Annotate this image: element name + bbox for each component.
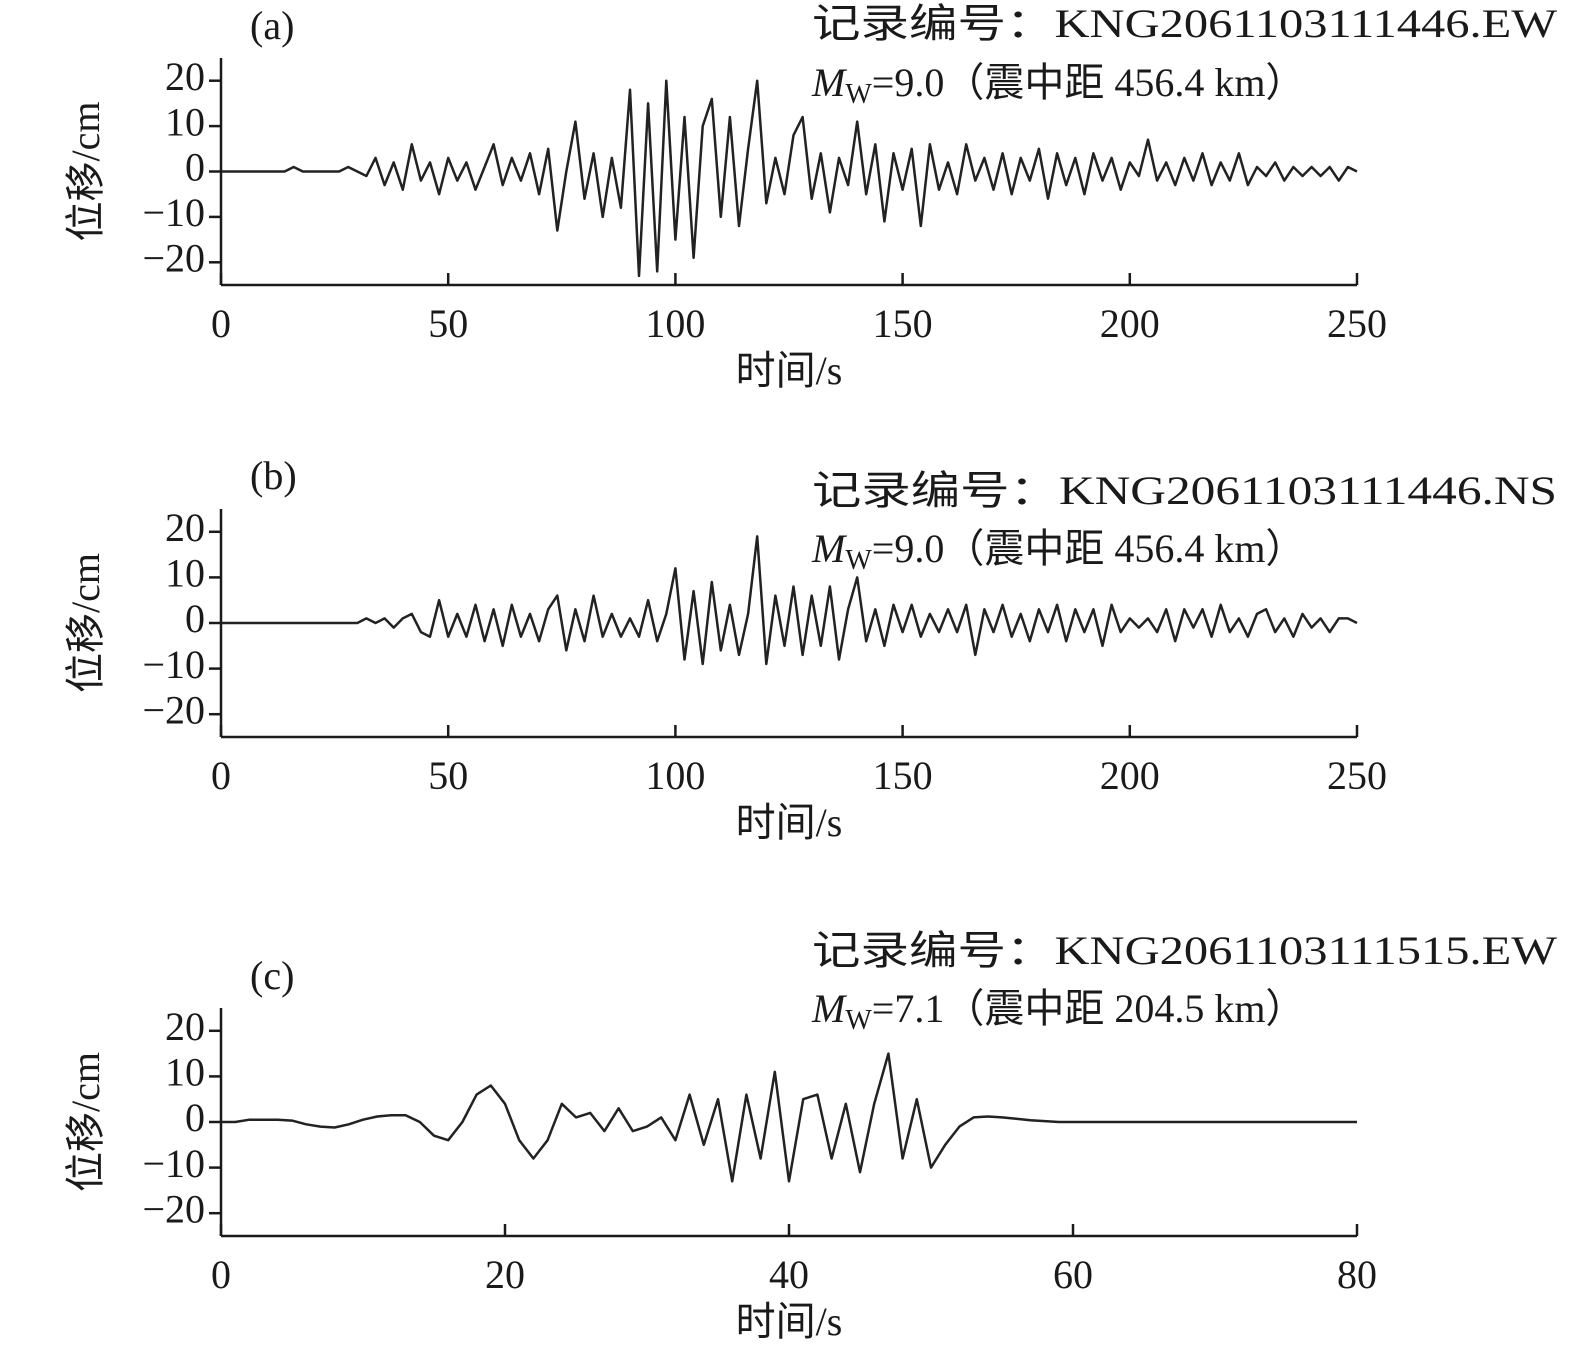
y-tick-label: 20	[165, 54, 205, 99]
y-tick-label: −10	[142, 642, 205, 687]
panel-label: (b)	[250, 453, 297, 498]
magnitude-symbol: M	[811, 60, 848, 105]
record-id: 记录编号：KNG2061103111515.EW	[812, 928, 1557, 973]
magnitude-note: MW=9.0（震中距 456.4 km）	[811, 60, 1305, 110]
magnitude-subscript: W	[845, 1005, 872, 1036]
y-axis-label: 位移/cm	[63, 553, 108, 693]
y-tick-label: −10	[142, 1141, 205, 1186]
x-tick-label: 100	[645, 301, 705, 346]
x-tick-label: 50	[428, 301, 468, 346]
x-tick-label: 150	[873, 301, 933, 346]
x-tick-label: 0	[211, 301, 231, 346]
y-tick-label: 0	[185, 1095, 205, 1140]
magnitude-symbol: M	[811, 986, 848, 1031]
y-tick-label: −20	[142, 687, 205, 732]
magnitude-text: =9.0（震中距 456.4 km）	[872, 526, 1306, 571]
magnitude-text: =7.1（震中距 204.5 km）	[872, 986, 1306, 1031]
waveform	[221, 1052, 1357, 1183]
y-tick-label: −20	[142, 235, 205, 280]
x-tick-label: 200	[1100, 753, 1160, 798]
x-tick-label: 60	[1053, 1252, 1093, 1297]
x-tick-label: 250	[1327, 301, 1387, 346]
y-tick-label: 0	[185, 145, 205, 190]
y-tick-label: 20	[165, 1004, 205, 1049]
y-tick-label: 10	[165, 551, 205, 596]
panel-label: (a)	[250, 3, 294, 48]
x-tick-label: 80	[1337, 1252, 1377, 1297]
y-tick-label: 20	[165, 505, 205, 550]
x-axis-label: 时间/s	[736, 800, 843, 845]
record-id: 记录编号：KNG2061103111446.EW	[812, 1, 1557, 46]
x-tick-label: 40	[769, 1252, 809, 1297]
x-tick-label: 200	[1100, 301, 1160, 346]
x-axis-label: 时间/s	[736, 1299, 843, 1344]
x-tick-label: 150	[873, 753, 933, 798]
waveform	[221, 79, 1358, 278]
x-tick-label: 250	[1327, 753, 1387, 798]
magnitude-note: MW=7.1（震中距 204.5 km）	[811, 986, 1305, 1036]
y-axis-label: 位移/cm	[63, 102, 108, 242]
panel-label: (c)	[250, 953, 294, 998]
waveform	[221, 535, 1358, 666]
y-tick-label: 0	[185, 596, 205, 641]
x-tick-label: 0	[211, 753, 231, 798]
magnitude-subscript: W	[845, 79, 872, 110]
y-tick-label: 10	[165, 99, 205, 144]
magnitude-subscript: W	[845, 545, 872, 576]
x-axis-label: 时间/s	[736, 348, 843, 393]
magnitude-symbol: M	[811, 526, 848, 571]
record-id: 记录编号：KNG2061103111446.NS	[812, 468, 1557, 513]
x-tick-label: 0	[211, 1252, 231, 1297]
y-tick-label: −20	[142, 1186, 205, 1231]
x-tick-label: 20	[485, 1252, 525, 1297]
y-axis-label: 位移/cm	[63, 1052, 108, 1192]
magnitude-note: MW=9.0（震中距 456.4 km）	[811, 526, 1305, 576]
y-tick-label: 10	[165, 1050, 205, 1095]
x-tick-label: 50	[428, 753, 468, 798]
x-tick-label: 100	[645, 753, 705, 798]
magnitude-text: =9.0（震中距 456.4 km）	[872, 60, 1306, 105]
y-tick-label: −10	[142, 190, 205, 235]
